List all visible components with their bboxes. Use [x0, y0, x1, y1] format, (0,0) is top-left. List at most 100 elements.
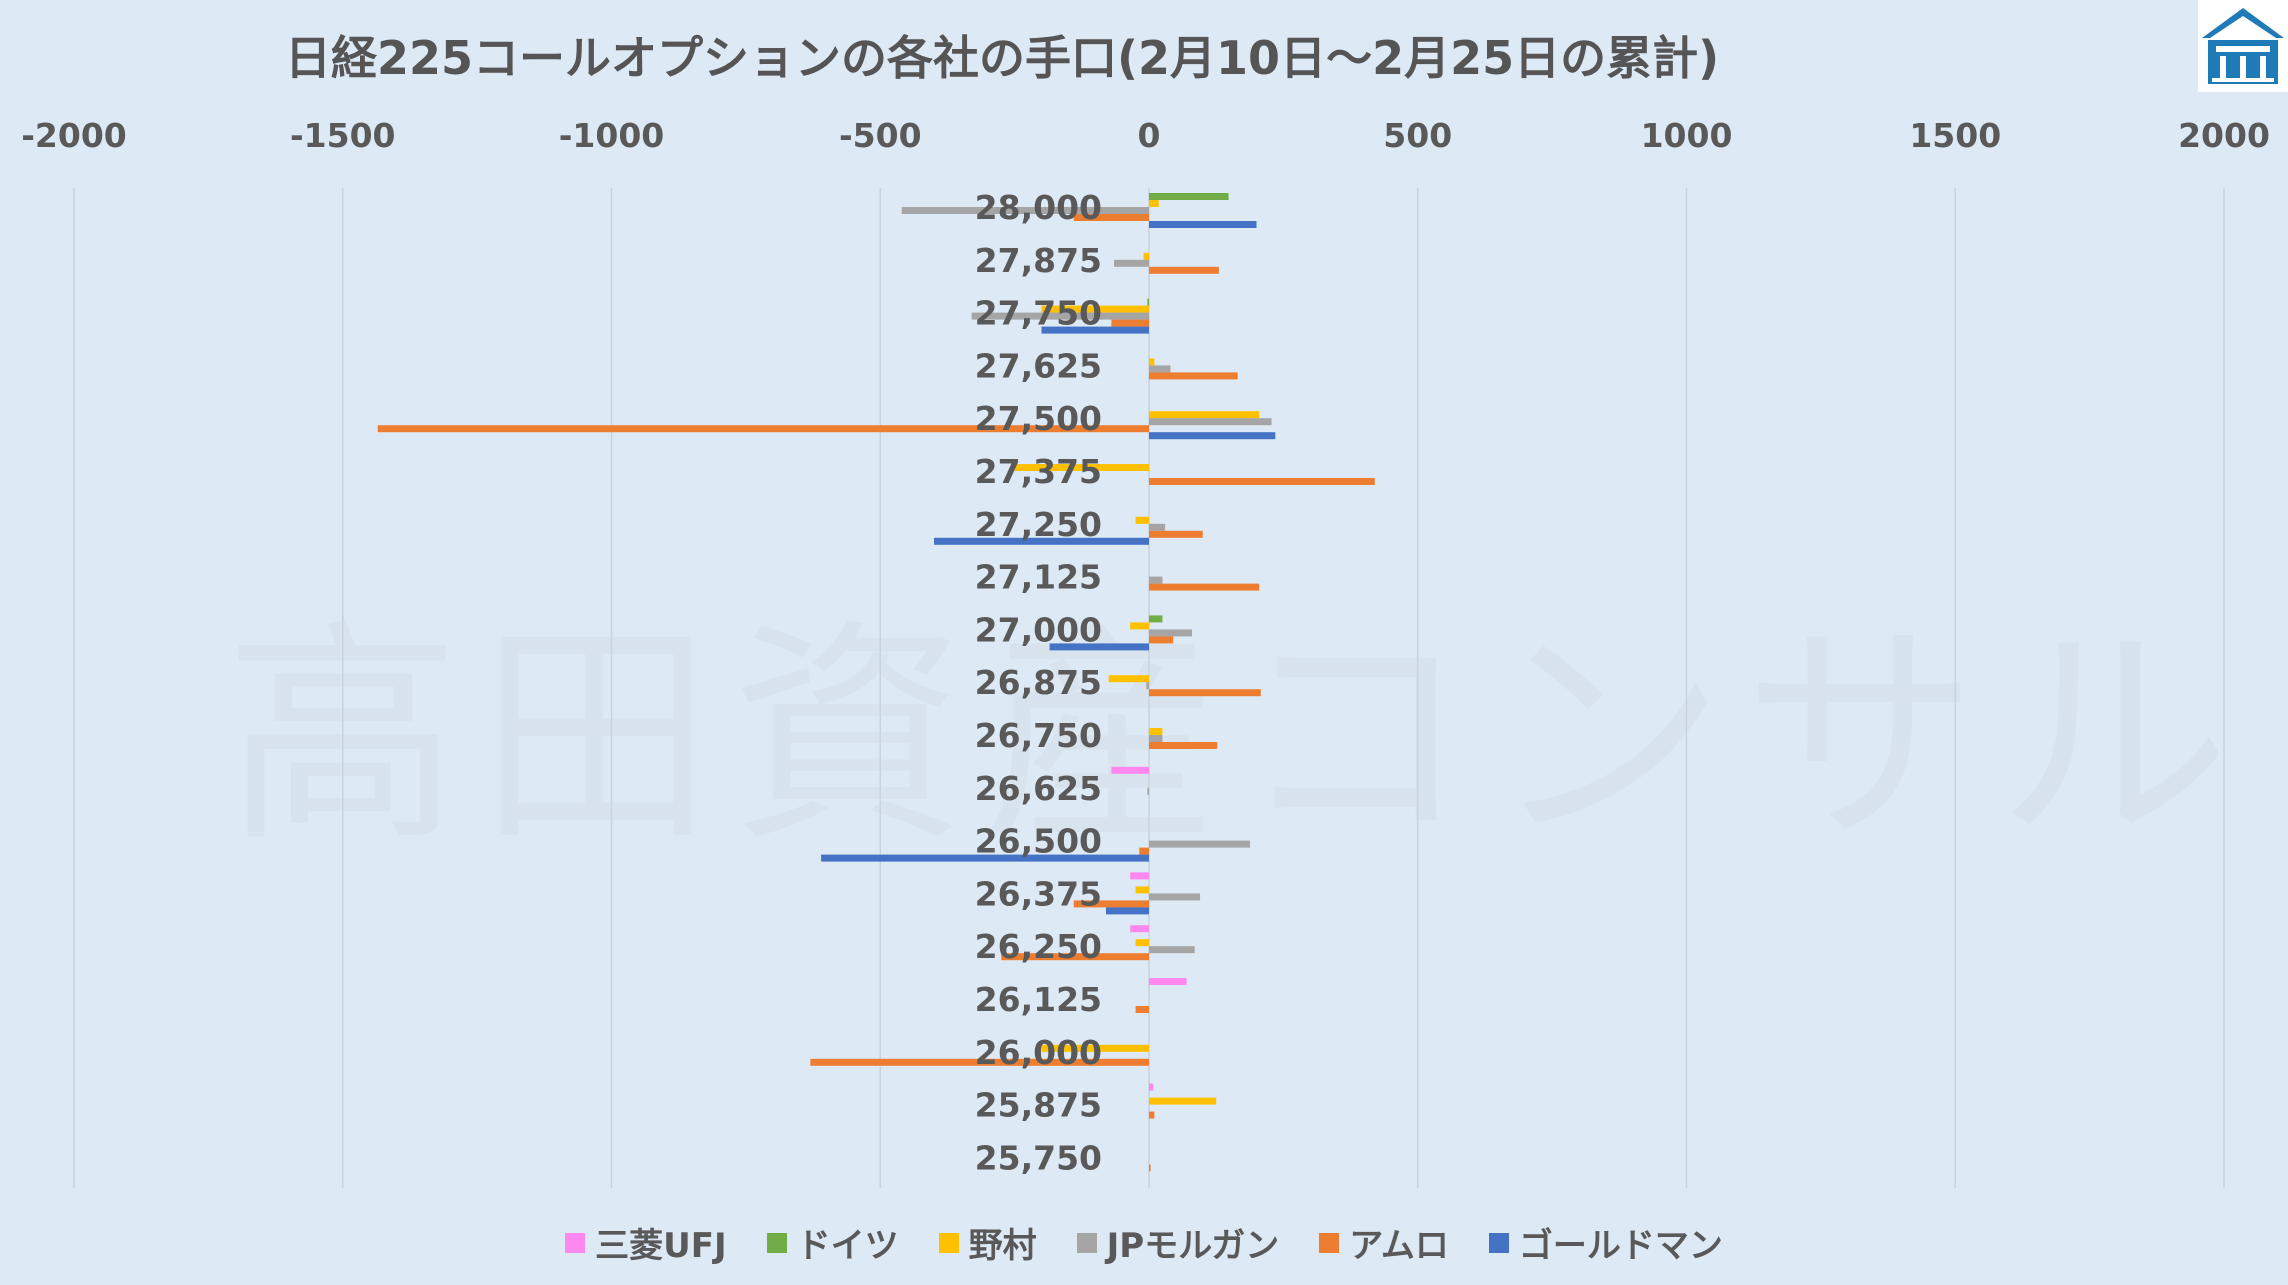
bar-2-14 — [1135, 939, 1149, 947]
category-label: 26,500 — [975, 822, 1102, 861]
bar-4-16 — [810, 1058, 1149, 1066]
bar-5-8 — [1049, 643, 1149, 651]
watermark: 高田資産コンサル — [225, 601, 2249, 874]
category-label: 27,625 — [975, 346, 1102, 385]
bar-5-2 — [1041, 326, 1149, 334]
bar-3-10 — [1149, 735, 1163, 742]
bar-4-1 — [1149, 266, 1219, 274]
bar-4-17 — [1149, 1111, 1155, 1119]
bar-5-0 — [1149, 221, 1257, 228]
legend-swatch — [938, 1232, 959, 1253]
x-tick-label: 500 — [1383, 116, 1452, 155]
bar-2-17 — [1149, 1097, 1217, 1105]
category-label: 26,250 — [975, 927, 1102, 966]
bar-1-8 — [1149, 615, 1163, 623]
category-label: 27,125 — [975, 558, 1102, 597]
bar-3-3 — [1149, 365, 1171, 373]
x-tick-label: 0 — [1138, 116, 1161, 155]
bar-1-2 — [1147, 298, 1149, 306]
bar-0-11 — [1111, 766, 1149, 774]
bar-2-6 — [1135, 516, 1149, 524]
bar-5-13 — [1106, 907, 1149, 915]
bar-2-4 — [1149, 411, 1260, 419]
category-label: 27,000 — [975, 610, 1102, 649]
bar-4-4 — [377, 425, 1149, 433]
x-tick-label: -1000 — [559, 116, 665, 155]
x-tick-label: 1000 — [1641, 116, 1733, 155]
bar-0-17 — [1149, 1083, 1154, 1091]
bar-5-12 — [821, 854, 1149, 862]
bar-4-14 — [1001, 953, 1149, 961]
bar-3-13 — [1149, 893, 1201, 901]
category-label: 25,750 — [975, 1138, 1102, 1177]
bar-3-2 — [971, 312, 1149, 320]
x-tick-label: -500 — [839, 116, 922, 155]
x-tick-label: -2000 — [21, 116, 127, 155]
bar-3-6 — [1149, 523, 1166, 531]
bar-4-8 — [1149, 636, 1174, 644]
legend-swatch — [766, 1232, 787, 1253]
bar-0-15 — [1149, 978, 1187, 985]
bar-3-0 — [901, 207, 1149, 214]
category-label: 25,875 — [975, 1086, 1102, 1125]
category-label: 26,375 — [975, 874, 1102, 913]
category-label: 27,875 — [975, 241, 1102, 280]
bar-5-4 — [1149, 432, 1276, 440]
category-label: 28,000 — [975, 188, 1102, 227]
legend-swatch — [565, 1232, 586, 1253]
bar-2-2 — [1041, 305, 1149, 313]
bar-2-10 — [1149, 728, 1163, 735]
x-tick-label: -1500 — [290, 116, 396, 155]
bar-2-0 — [1149, 200, 1159, 207]
legend-item: ドイツ — [766, 1218, 899, 1267]
legend-label: 三菱UFJ — [595, 1226, 727, 1266]
bar-3-14 — [1149, 946, 1195, 954]
bar-2-13 — [1135, 886, 1149, 894]
bar-4-2 — [1111, 319, 1149, 327]
legend-label: 野村 — [968, 1226, 1037, 1266]
category-label: 26,000 — [975, 1033, 1102, 1072]
bar-2-1 — [1143, 252, 1149, 260]
bar-4-5 — [1149, 478, 1375, 485]
bar-4-7 — [1149, 583, 1260, 591]
chart-title: 日経225コールオプションの各社の手口(2月10日～2月25日の累計) — [285, 31, 1720, 85]
legend-item: 野村 — [938, 1218, 1037, 1267]
bar-3-7 — [1149, 576, 1163, 584]
company-logo-icon — [2198, 0, 2288, 92]
bar-2-16 — [1041, 1044, 1149, 1052]
bar-3-11 — [1147, 787, 1149, 795]
bar-3-8 — [1149, 629, 1192, 637]
bar-2-8 — [1130, 622, 1149, 630]
bar-4-10 — [1149, 742, 1218, 749]
bar-4-0 — [1073, 214, 1149, 221]
category-label: 27,750 — [975, 294, 1102, 333]
bar-1-0 — [1149, 193, 1229, 200]
legend-swatch — [1488, 1232, 1509, 1253]
bar-0-14 — [1130, 925, 1149, 933]
legend-item: 三菱UFJ — [565, 1218, 727, 1267]
category-label: 27,500 — [975, 399, 1102, 438]
bar-3-1 — [1114, 259, 1149, 267]
bar-5-6 — [934, 537, 1149, 545]
bar-3-9 — [1146, 682, 1149, 690]
category-label: 26,125 — [975, 980, 1102, 1019]
legend-swatch — [1319, 1232, 1340, 1253]
bar-3-12 — [1149, 840, 1251, 848]
legend-label: アムロ — [1349, 1226, 1449, 1266]
legend-item: アムロ — [1319, 1218, 1449, 1267]
bar-4-15 — [1135, 1006, 1149, 1013]
bar-2-3 — [1149, 358, 1155, 366]
bar-2-5 — [1014, 464, 1149, 471]
category-label: 27,250 — [975, 505, 1102, 544]
x-tick-label: 1500 — [1909, 116, 2001, 155]
bar-2-9 — [1108, 675, 1149, 683]
bar-0-13 — [1130, 872, 1149, 880]
bar-4-9 — [1149, 689, 1261, 697]
category-label: 26,875 — [975, 663, 1102, 702]
bar-4-3 — [1149, 372, 1238, 380]
category-label: 26,625 — [975, 769, 1102, 808]
bar-4-13 — [1073, 900, 1149, 908]
legend-label: ゴールドマン — [1518, 1226, 1723, 1266]
legend-item: ゴールドマン — [1488, 1218, 1723, 1267]
